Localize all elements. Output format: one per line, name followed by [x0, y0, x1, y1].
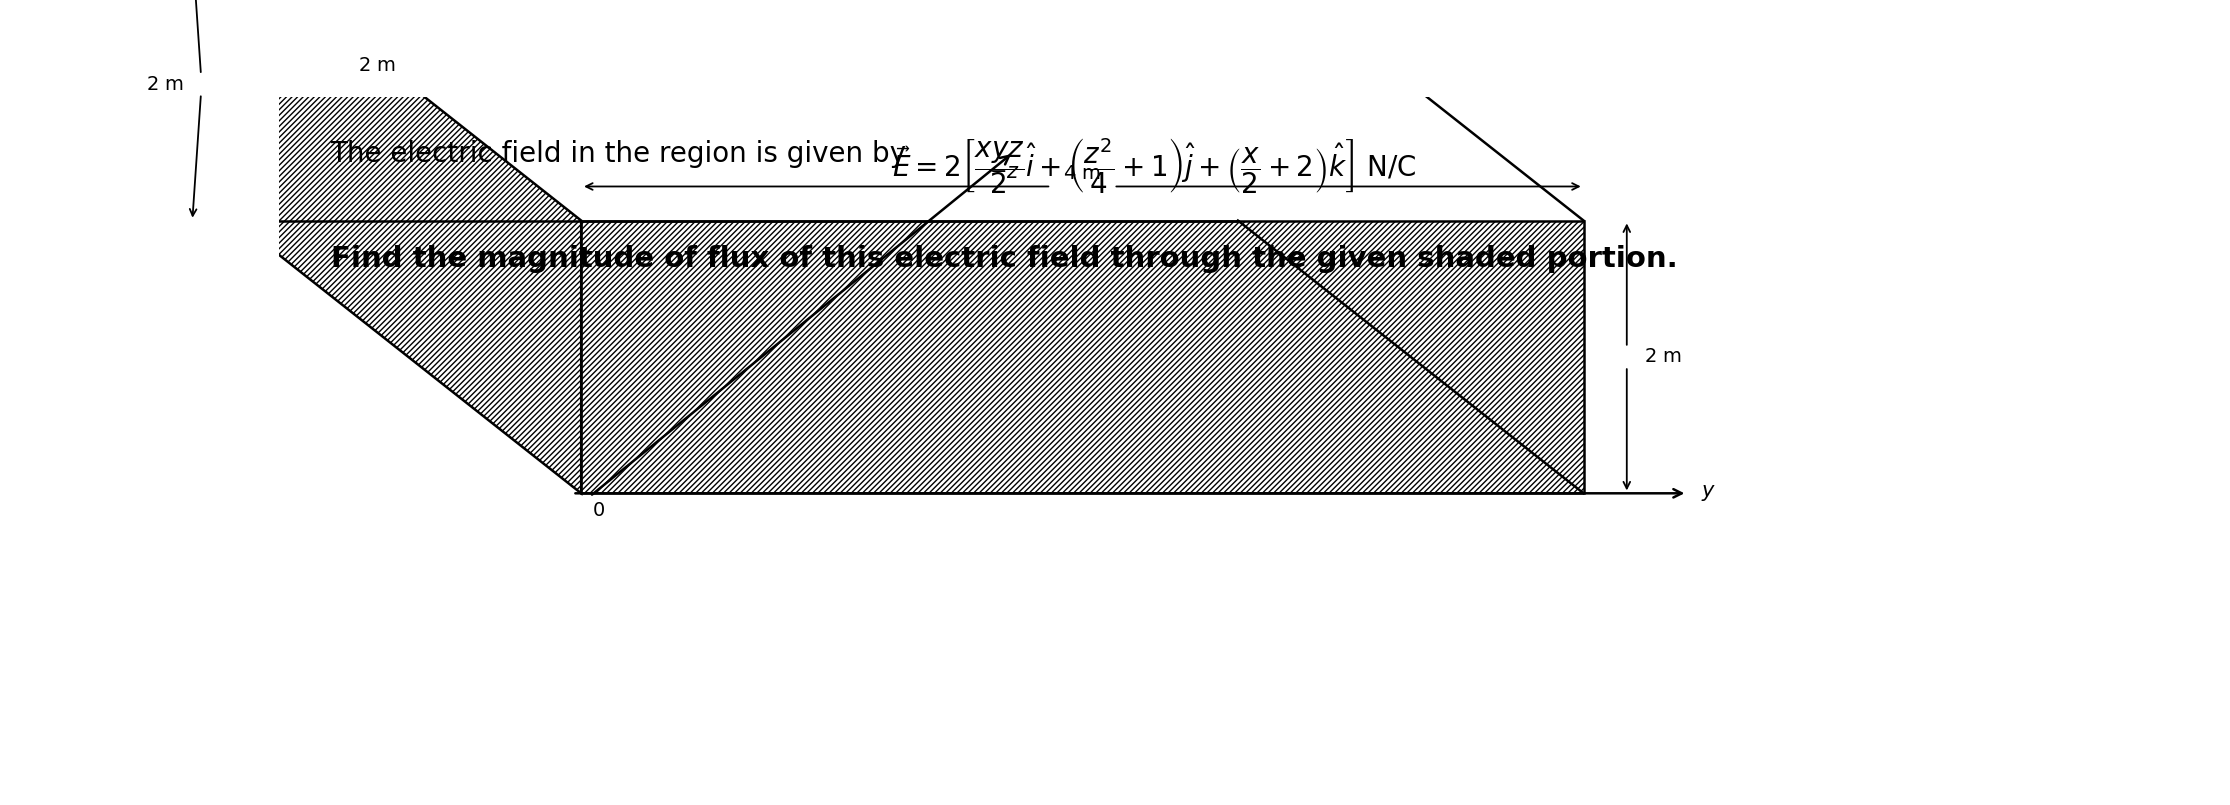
Text: $-z$: $-z$: [990, 162, 1019, 182]
Text: $4$ m: $4$ m: [1064, 164, 1102, 184]
Text: $0$: $0$: [591, 501, 604, 520]
Text: $2$ m: $2$ m: [1644, 348, 1681, 366]
Text: The electric field in the region is given by: The electric field in the region is give…: [330, 140, 917, 168]
Text: Find the magnitude of flux of this electric field through the given shaded porti: Find the magnitude of flux of this elect…: [330, 246, 1677, 274]
Text: $2$ m: $2$ m: [359, 56, 397, 75]
Text: $\vec{E} = 2\left[\dfrac{xyz}{2}\hat{i} + \left(\dfrac{z^2}{4}+1\right)\hat{j} +: $\vec{E} = 2\left[\dfrac{xyz}{2}\hat{i} …: [892, 137, 1416, 196]
Text: $y$: $y$: [1701, 483, 1717, 503]
Text: $2$ m: $2$ m: [145, 75, 183, 93]
